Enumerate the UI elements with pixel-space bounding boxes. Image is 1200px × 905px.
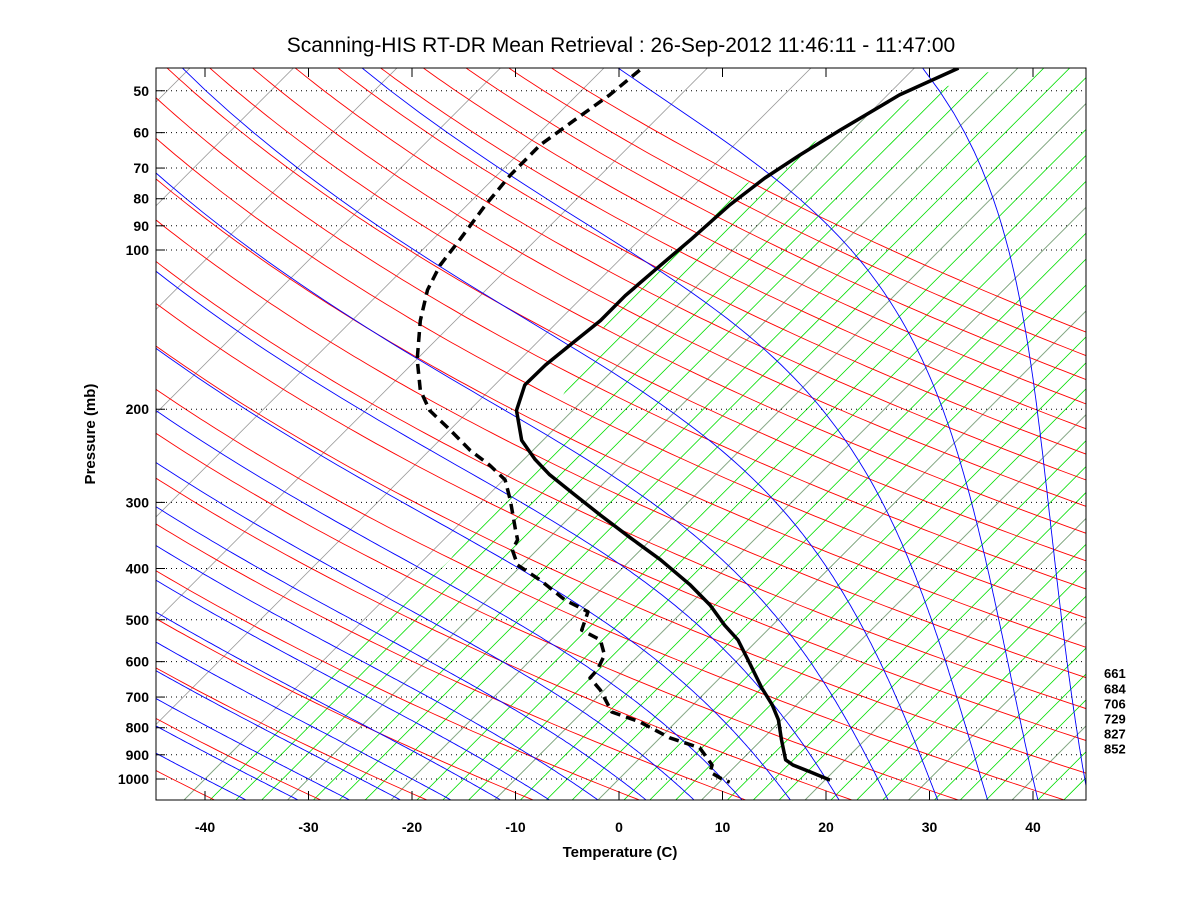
green-isotherm-line <box>959 61 1200 801</box>
y-tick-label: 90 <box>133 218 149 234</box>
level-label: 706 <box>1104 696 1126 711</box>
dry-adiabat-line <box>0 65 748 801</box>
y-tick-label: 500 <box>126 612 150 628</box>
gray-isotherm-line <box>0 61 93 801</box>
y-tick-label: 800 <box>126 720 150 736</box>
dry-adiabat-line <box>36 65 1200 801</box>
green-isotherm-line <box>0 61 300 801</box>
green-isotherm-line <box>0 61 507 801</box>
green-isotherm-line <box>908 61 1200 801</box>
green-isotherm-line <box>0 61 93 801</box>
y-tick-label: 50 <box>133 83 149 99</box>
x-axis-label: Temperature (C) <box>563 844 678 861</box>
green-isotherm-line <box>0 61 714 801</box>
y-tick-label: 200 <box>126 401 150 417</box>
green-isotherm-line <box>0 61 662 801</box>
moist-adiabat-line <box>0 67 695 801</box>
dry-adiabat-line <box>504 65 1200 801</box>
y-tick-label: 100 <box>126 242 150 258</box>
moist-adiabat-line <box>0 67 791 801</box>
moist-adiabat-line <box>0 67 402 801</box>
dry-adiabat-line <box>249 65 1200 801</box>
x-tick-label: 10 <box>715 819 731 835</box>
x-tick-label: 0 <box>615 819 623 835</box>
y-tick-label: 400 <box>126 560 150 576</box>
green-isotherm-line <box>752 61 1200 801</box>
y-tick-label: 300 <box>126 494 150 510</box>
green-isotherm-line <box>0 61 248 801</box>
green-isotherm-line <box>0 61 533 801</box>
moist-adiabat-line <box>0 67 300 801</box>
dry-adiabat-line <box>291 65 1200 801</box>
x-tick-label: -30 <box>298 819 318 835</box>
green-isotherm-line <box>545 61 1200 801</box>
y-tick-label: 70 <box>133 160 149 176</box>
chart-title: Scanning-HIS RT-DR Mean Retrieval : 26-S… <box>287 34 955 57</box>
x-tick-label: 20 <box>818 819 834 835</box>
level-label: 661 <box>1104 666 1126 681</box>
moist-adiabat-line <box>0 67 453 801</box>
dry-adiabat-line <box>0 65 216 801</box>
dry-adiabat-line <box>461 65 1200 801</box>
moist-adiabat-line <box>922 67 1089 801</box>
green-isotherm-line <box>0 61 481 801</box>
x-tick-label: -20 <box>402 819 422 835</box>
gray-isotherm-line <box>0 61 507 801</box>
moist-adiabat-line <box>0 67 248 801</box>
y-tick-label: 60 <box>133 125 149 141</box>
y-tick-label: 900 <box>126 747 150 763</box>
level-label: 852 <box>1104 741 1126 756</box>
y-axis-label: Pressure (mb) <box>82 384 99 485</box>
dry-adiabat-line <box>0 65 429 801</box>
green-isotherm-line <box>0 61 352 801</box>
level-label: 827 <box>1104 726 1126 741</box>
level-label: 684 <box>1104 681 1126 696</box>
x-tick-label: 30 <box>922 819 938 835</box>
y-tick-label: 600 <box>126 654 150 670</box>
green-isotherm-line <box>0 61 455 801</box>
green-isotherm-line <box>0 61 326 801</box>
level-label: 729 <box>1104 711 1126 726</box>
gray-isotherm-line <box>0 61 300 801</box>
green-isotherm-line <box>934 61 1200 801</box>
green-isotherm-line <box>830 61 1200 801</box>
gray-isotherm-line <box>908 61 1200 801</box>
y-tick-label: 700 <box>126 689 150 705</box>
green-isotherm-line <box>1063 61 1200 801</box>
gray-isotherm-line <box>0 61 714 801</box>
dry-adiabat-line <box>0 65 323 801</box>
dry-adiabat-line <box>547 65 1200 801</box>
x-tick-label: 40 <box>1025 819 1041 835</box>
moist-adiabat-line <box>181 67 938 801</box>
green-isotherm-line <box>856 61 1200 801</box>
green-isotherm-line <box>0 61 145 801</box>
x-tick-label: -40 <box>195 819 215 835</box>
green-isotherm-line <box>727 61 1200 801</box>
green-isotherm-line <box>0 61 429 801</box>
green-isotherm-line <box>0 61 119 801</box>
green-isotherm-line <box>778 61 1200 801</box>
y-tick-label: 80 <box>133 191 149 207</box>
green-isotherm-line <box>882 61 1200 801</box>
y-tick-label: 1000 <box>118 771 149 787</box>
x-tick-label: -10 <box>505 819 525 835</box>
dry-adiabat-line <box>0 65 1067 801</box>
gridlines <box>156 91 1086 779</box>
dry-adiabat-line <box>0 65 1174 801</box>
moist-adiabat-line <box>0 67 743 801</box>
